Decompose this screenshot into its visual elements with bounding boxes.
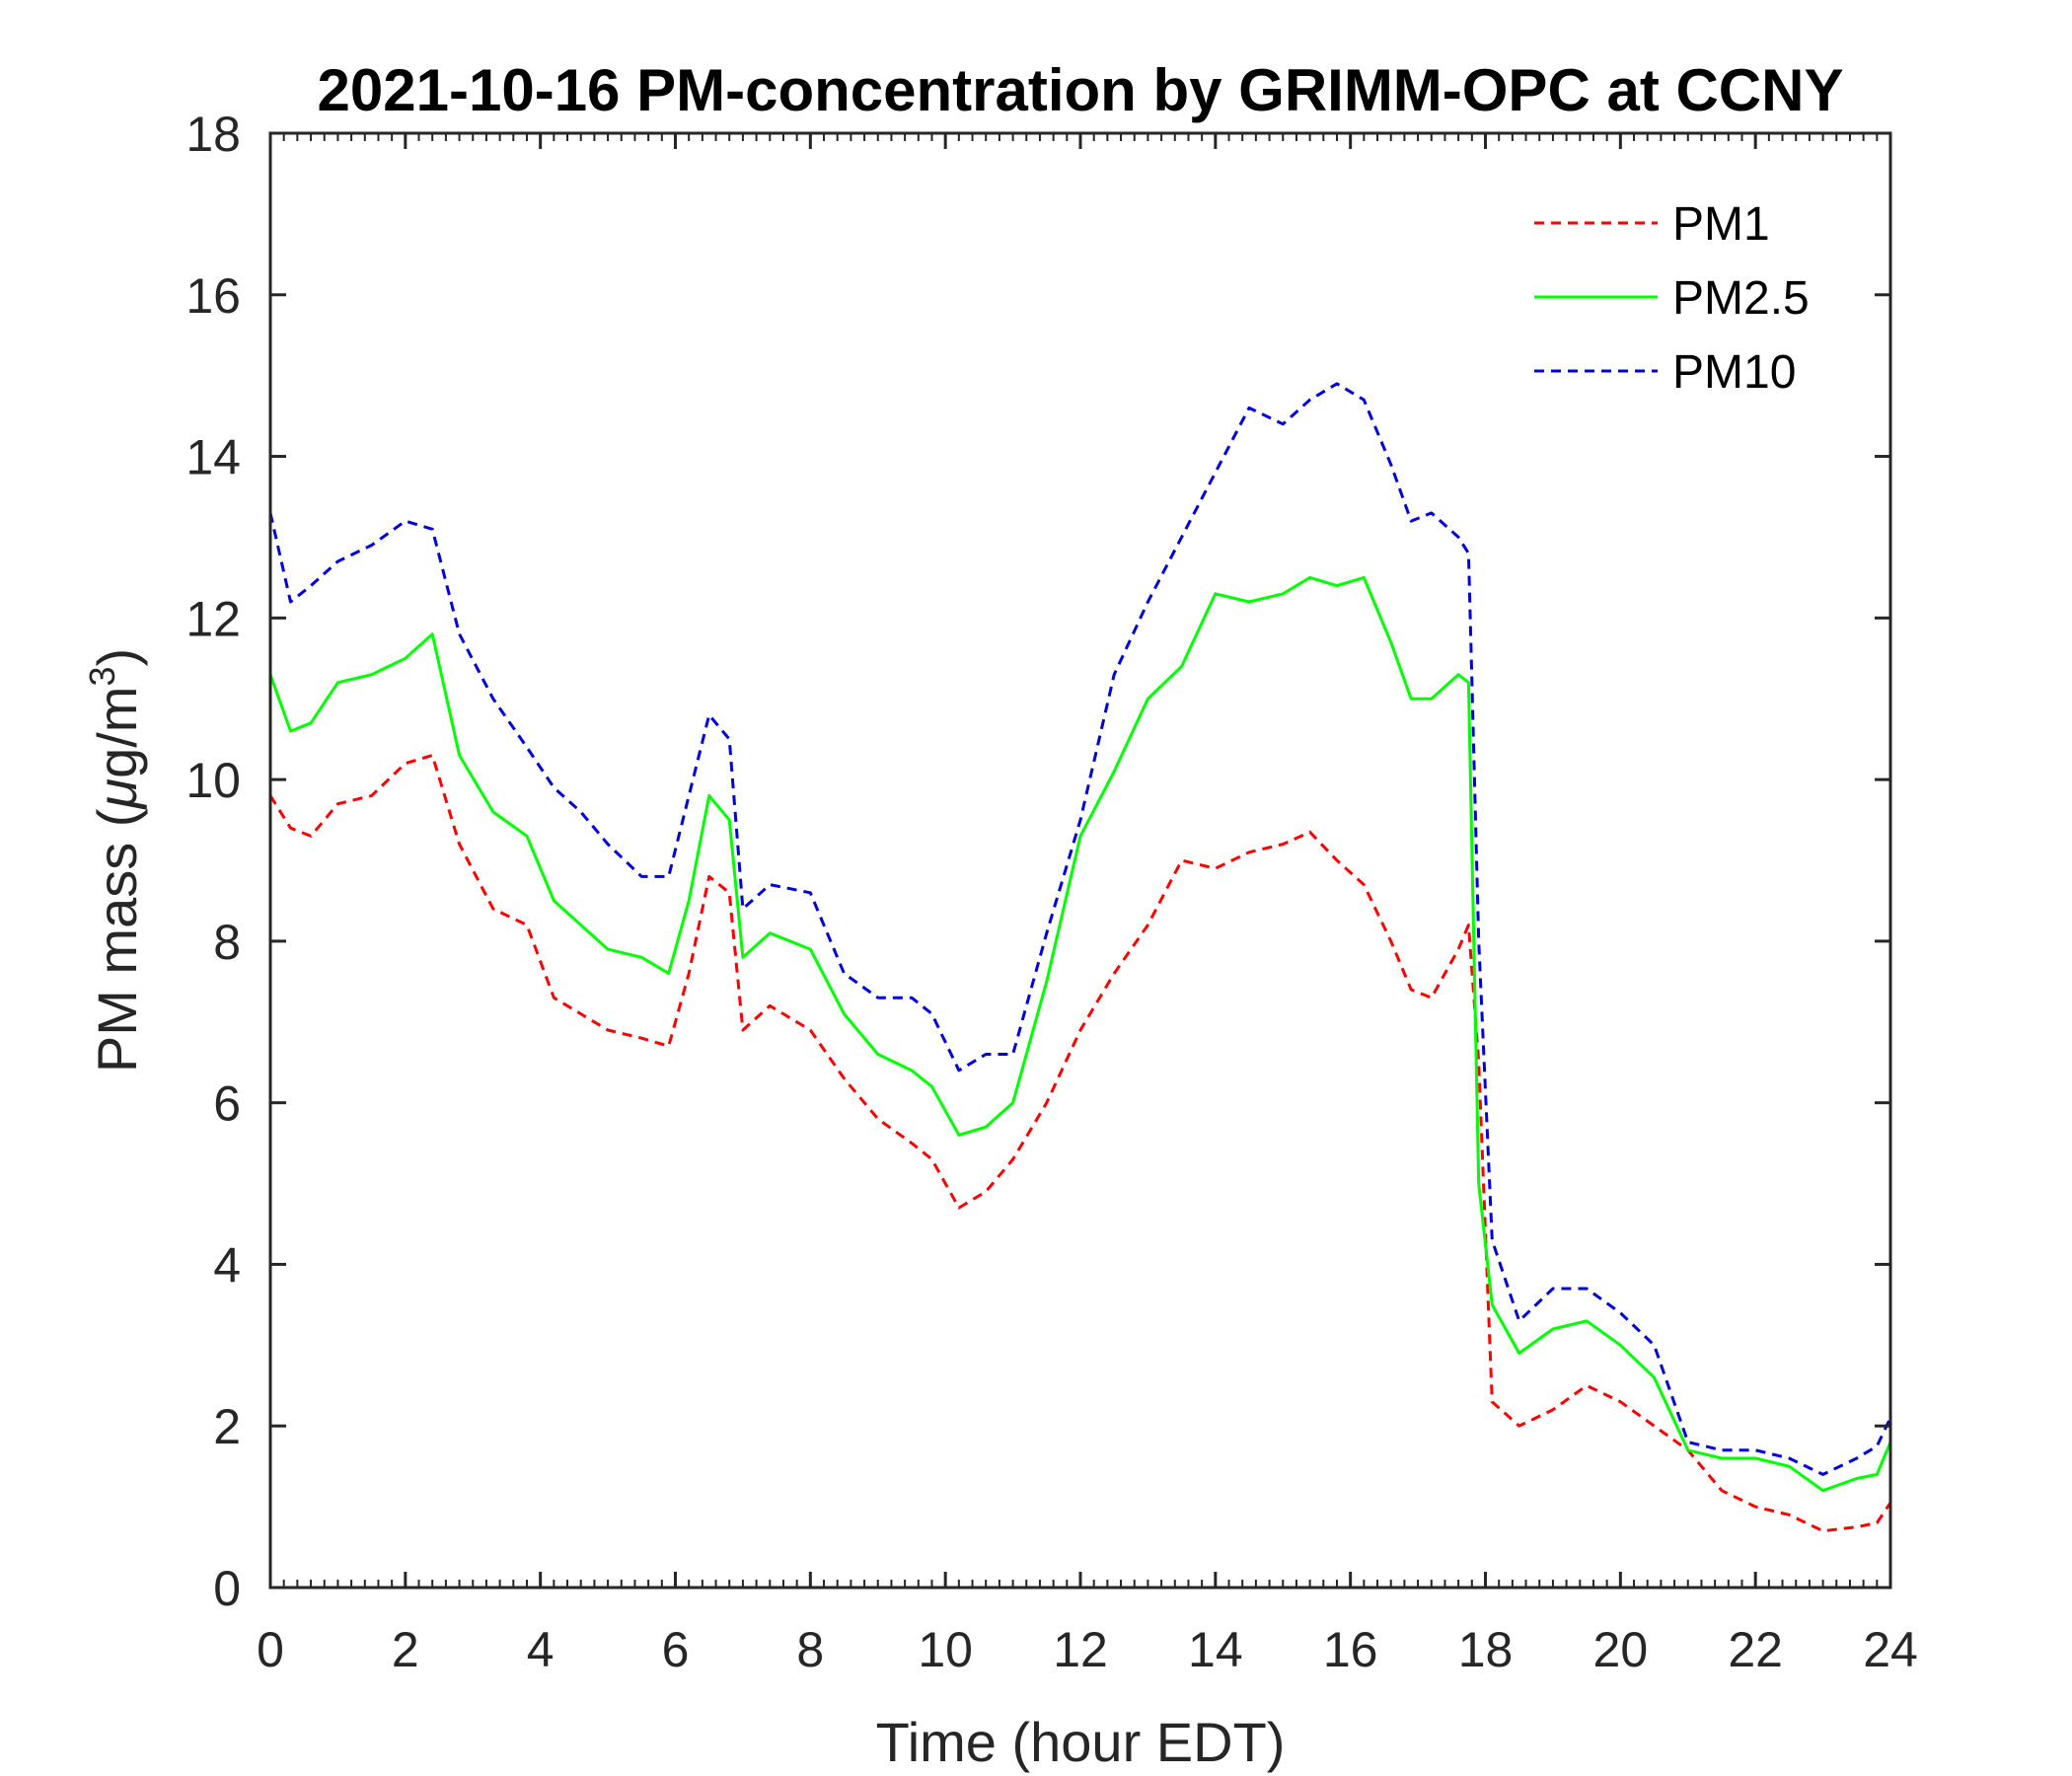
y-tick-label: 18 <box>185 107 241 162</box>
y-tick-label: 2 <box>213 1399 241 1454</box>
y-axis-label-mu: μ <box>86 778 148 811</box>
x-tick-label: 6 <box>662 1622 690 1677</box>
x-tick-label: 12 <box>1053 1622 1108 1677</box>
x-tick-label: 16 <box>1323 1622 1378 1677</box>
series-line-pm1 <box>268 754 1892 1533</box>
y-axis-label: PM mass (μg/m3) <box>82 648 148 1073</box>
x-tick-label: 10 <box>918 1622 973 1677</box>
y-tick-label: 8 <box>213 915 241 970</box>
y-axis-label-suffix: ) <box>86 648 148 667</box>
y-tick-label: 4 <box>213 1237 241 1293</box>
x-tick-label: 22 <box>1728 1622 1783 1677</box>
y-tick-label: 16 <box>185 268 241 324</box>
x-tick-label: 2 <box>392 1622 419 1677</box>
x-tick-label: 0 <box>257 1622 284 1677</box>
chart-title: 2021-10-16 PM-concentration by GRIMM-OPC… <box>318 57 1844 123</box>
legend-label-pm10: PM10 <box>1672 346 1796 399</box>
y-tick-label: 12 <box>185 591 241 646</box>
legend: PM1 PM2.5 PM10 <box>1534 198 1810 399</box>
legend-label-pm2-5: PM2.5 <box>1672 272 1810 325</box>
y-tick-label: 6 <box>213 1076 241 1132</box>
x-tick-label: 18 <box>1458 1622 1514 1677</box>
y-tick-label: 14 <box>185 430 241 485</box>
x-tick-label: 24 <box>1863 1622 1918 1677</box>
x-tick-label: 14 <box>1188 1622 1243 1677</box>
series-line-pm10 <box>268 382 1892 1476</box>
x-tick-label: 4 <box>527 1622 555 1677</box>
y-tick-label: 0 <box>213 1561 241 1616</box>
x-tick-label: 8 <box>796 1622 824 1677</box>
y-axis-label-sup: 3 <box>82 667 122 687</box>
x-tick-label: 20 <box>1593 1622 1649 1677</box>
y-tick-label: 10 <box>185 753 241 808</box>
legend-label-pm1: PM1 <box>1672 198 1770 251</box>
y-axis-label-unit: g/m <box>86 687 148 778</box>
series-line-pm2-5 <box>268 575 1892 1493</box>
series-layer <box>268 382 1892 1533</box>
x-axis-label: Time (hour EDT) <box>876 1711 1286 1773</box>
y-axis-label-prefix: PM mass ( <box>86 808 148 1073</box>
